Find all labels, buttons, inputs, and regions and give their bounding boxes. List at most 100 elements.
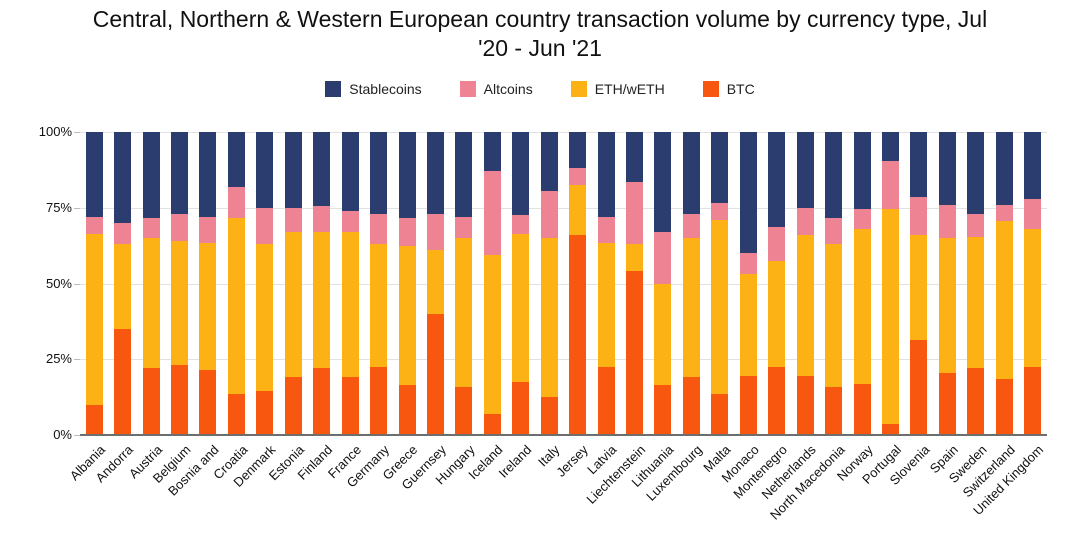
bar-segment-btc[interactable] [711,394,729,435]
legend-item-btc[interactable]: BTC [702,81,755,97]
bar-segment-stablecoins[interactable] [313,132,331,207]
bar-segment-stablecoins[interactable] [881,132,899,161]
bar-united-kingdom[interactable] [1024,132,1042,435]
bar-segment-eth-weth[interactable] [938,238,956,373]
bar-segment-eth-weth[interactable] [341,232,359,378]
bar-malta[interactable] [711,132,729,435]
bar-segment-eth-weth[interactable] [881,209,899,425]
bar-segment-stablecoins[interactable] [540,132,558,192]
bar-segment-btc[interactable] [995,378,1013,435]
bar-segment-btc[interactable] [313,368,331,435]
bar-switzerland[interactable] [995,132,1013,435]
bar-segment-altcoins[interactable] [938,204,956,239]
bar-segment-altcoins[interactable] [540,191,558,239]
bar-ireland[interactable] [512,132,530,435]
bar-segment-btc[interactable] [171,365,189,435]
bar-segment-btc[interactable] [85,404,103,435]
bar-segment-eth-weth[interactable] [739,274,757,376]
bar-luxembourg[interactable] [682,132,700,435]
bar-segment-btc[interactable] [768,366,786,435]
bar-segment-btc[interactable] [654,385,672,435]
bar-segment-btc[interactable] [114,328,132,435]
bar-iceland[interactable] [483,132,501,435]
bar-segment-altcoins[interactable] [995,204,1013,222]
bar-segment-eth-weth[interactable] [825,244,843,387]
bar-segment-btc[interactable] [910,339,928,435]
bar-segment-altcoins[interactable] [199,216,217,243]
bar-segment-stablecoins[interactable] [1024,132,1042,199]
bar-segment-stablecoins[interactable] [426,132,444,214]
bar-segment-stablecoins[interactable] [85,132,103,217]
bar-albania[interactable] [85,132,103,435]
bar-segment-eth-weth[interactable] [1024,228,1042,367]
bar-segment-btc[interactable] [967,368,985,435]
bar-segment-altcoins[interactable] [626,182,644,245]
bar-segment-btc[interactable] [597,366,615,435]
bar-netherlands[interactable] [796,132,814,435]
bar-greece[interactable] [398,132,416,435]
bar-segment-stablecoins[interactable] [597,132,615,217]
bar-germany[interactable] [370,132,388,435]
bar-segment-stablecoins[interactable] [370,132,388,214]
bar-segment-stablecoins[interactable] [256,132,274,208]
bar-segment-eth-weth[interactable] [540,238,558,398]
bar-segment-stablecoins[interactable] [768,132,786,228]
bar-segment-eth-weth[interactable] [967,236,985,369]
bar-segment-eth-weth[interactable] [682,238,700,378]
bar-estonia[interactable] [284,132,302,435]
bar-jersey[interactable] [569,132,587,435]
bar-segment-stablecoins[interactable] [455,132,473,217]
bar-segment-altcoins[interactable] [256,207,274,245]
bar-segment-eth-weth[interactable] [654,283,672,386]
bar-segment-stablecoins[interactable] [682,132,700,214]
bar-segment-btc[interactable] [1024,366,1042,435]
bar-segment-eth-weth[interactable] [313,232,331,369]
bar-segment-altcoins[interactable] [796,207,814,236]
bar-finland[interactable] [313,132,331,435]
bar-segment-altcoins[interactable] [114,222,132,245]
bar-segment-stablecoins[interactable] [938,132,956,205]
bar-segment-stablecoins[interactable] [910,132,928,198]
bar-spain[interactable] [938,132,956,435]
bar-liechtenstein[interactable] [626,132,644,435]
bar-segment-stablecoins[interactable] [284,132,302,208]
bar-segment-eth-weth[interactable] [853,228,871,384]
bar-segment-btc[interactable] [881,424,899,435]
bar-segment-altcoins[interactable] [910,197,928,236]
bar-italy[interactable] [540,132,558,435]
bar-segment-btc[interactable] [227,394,245,435]
bar-segment-altcoins[interactable] [967,213,985,237]
bar-segment-eth-weth[interactable] [796,235,814,376]
bar-segment-eth-weth[interactable] [569,185,587,236]
bar-segment-stablecoins[interactable] [995,132,1013,205]
bar-segment-btc[interactable] [825,386,843,435]
bar-segment-altcoins[interactable] [426,213,444,251]
bar-austria[interactable] [142,132,160,435]
bar-segment-eth-weth[interactable] [114,244,132,329]
bar-segment-stablecoins[interactable] [483,132,501,172]
bar-segment-eth-weth[interactable] [597,242,615,367]
bar-segment-btc[interactable] [199,369,217,435]
bar-segment-btc[interactable] [938,372,956,435]
bar-segment-btc[interactable] [284,377,302,435]
bar-segment-stablecoins[interactable] [711,132,729,204]
legend-item-eth-weth[interactable]: ETH/wETH [570,81,665,97]
bar-segment-btc[interactable] [426,313,444,435]
bar-segment-stablecoins[interactable] [199,132,217,217]
bar-segment-btc[interactable] [341,377,359,435]
bar-segment-altcoins[interactable] [768,227,786,261]
bar-segment-stablecoins[interactable] [171,132,189,214]
bar-segment-altcoins[interactable] [284,207,302,232]
bar-segment-btc[interactable] [682,377,700,435]
bar-lithuania[interactable] [654,132,672,435]
bar-belgium[interactable] [171,132,189,435]
bar-andorra[interactable] [114,132,132,435]
bar-segment-altcoins[interactable] [398,218,416,246]
bar-bosnia-and[interactable] [199,132,217,435]
bar-segment-altcoins[interactable] [341,210,359,232]
bar-segment-eth-weth[interactable] [85,233,103,405]
bar-france[interactable] [341,132,359,435]
bar-segment-btc[interactable] [512,381,530,435]
bar-guernsey[interactable] [426,132,444,435]
bar-slovenia[interactable] [910,132,928,435]
